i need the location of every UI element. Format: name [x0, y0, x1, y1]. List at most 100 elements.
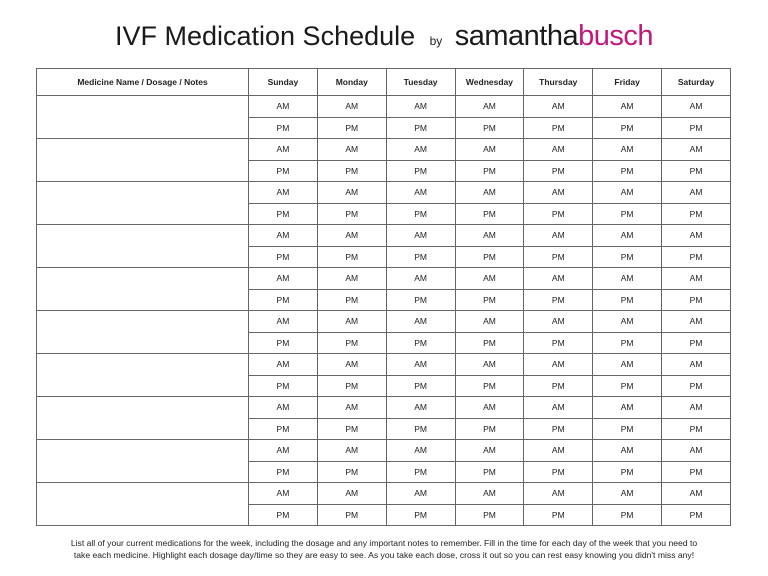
time-cell: AM	[385, 396, 456, 419]
footer: List all of your current medications for…	[0, 537, 768, 561]
time-cell: AM	[661, 224, 731, 247]
column-header: Saturday	[661, 68, 731, 96]
time-cell: AM	[316, 310, 387, 333]
time-cell: PM	[592, 288, 663, 311]
time-cell: PM	[248, 159, 318, 182]
time-cell: AM	[523, 353, 594, 376]
time-cell: PM	[316, 116, 387, 139]
table-row: AM AM AM AM AM AM AM	[36, 267, 731, 311]
time-cell: PM	[454, 159, 525, 182]
time-cell: PM	[385, 374, 456, 397]
time-cell: AM	[248, 95, 318, 118]
time-cell: AM	[523, 224, 594, 247]
footer-line: List all of your current medications for…	[70, 538, 698, 548]
time-cell: PM	[248, 460, 318, 483]
time-cell: AM	[592, 353, 663, 376]
time-cell: PM	[661, 159, 731, 182]
time-cell: AM	[248, 267, 318, 290]
time-cell: PM	[248, 202, 318, 225]
by: by	[429, 34, 443, 48]
time-cell: AM	[661, 396, 731, 419]
medicine-cell	[36, 224, 249, 268]
time-cell: PM	[592, 331, 663, 354]
time-cell: PM	[248, 503, 318, 526]
time-cell: PM	[454, 460, 525, 483]
time-cell: AM	[592, 224, 663, 247]
column-header: Thursday	[523, 68, 594, 96]
time-cell: AM	[248, 353, 318, 376]
time-cell: PM	[316, 202, 387, 225]
time-cell: AM	[592, 310, 663, 333]
time-cell: AM	[385, 310, 456, 333]
title: IVF Medication Schedule	[114, 21, 416, 51]
time-cell: PM	[248, 331, 318, 354]
time-cell: PM	[523, 331, 594, 354]
time-cell: AM	[523, 482, 594, 505]
medicine-cell	[36, 482, 249, 526]
time-cell: PM	[248, 374, 318, 397]
time-cell: PM	[592, 503, 663, 526]
time-cell: PM	[661, 288, 731, 311]
table-row: PM PM PM PM PM PM PM	[37, 288, 731, 311]
table-row: AM AM AM AM AM AM AM	[36, 95, 731, 139]
time-cell: PM	[661, 374, 731, 397]
time-cell: PM	[523, 374, 594, 397]
table-row: AM AM AM AM AM AM AM	[36, 310, 731, 354]
time-cell: AM	[661, 138, 731, 161]
medicine-cell	[36, 138, 249, 182]
time-cell: PM	[454, 331, 525, 354]
time-cell: AM	[385, 353, 456, 376]
time-cell: PM	[385, 503, 456, 526]
time-cell: AM	[248, 310, 318, 333]
time-cell: PM	[385, 288, 456, 311]
time-cell: AM	[385, 181, 456, 204]
time-cell: AM	[248, 396, 318, 419]
time-cell: AM	[454, 439, 525, 462]
time-cell: PM	[385, 245, 456, 268]
column-header: Tuesday	[385, 68, 456, 96]
time-cell: AM	[454, 181, 525, 204]
time-cell: AM	[661, 353, 731, 376]
time-cell: PM	[523, 503, 594, 526]
time-cell: PM	[248, 245, 318, 268]
medicine-cell	[36, 181, 249, 225]
time-cell: AM	[523, 181, 594, 204]
time-cell: PM	[316, 159, 387, 182]
time-cell: AM	[592, 439, 663, 462]
time-cell: AM	[316, 482, 387, 505]
time-cell: PM	[592, 202, 663, 225]
time-cell: PM	[592, 374, 663, 397]
table-row: PM PM PM PM PM PM PM	[37, 245, 731, 268]
medicine-cell	[36, 310, 249, 354]
time-cell: AM	[454, 267, 525, 290]
time-cell: AM	[454, 482, 525, 505]
time-cell: AM	[385, 95, 456, 118]
time-cell: AM	[316, 267, 387, 290]
brand-second: busch	[578, 20, 653, 52]
time-cell: AM	[661, 482, 731, 505]
time-cell: PM	[316, 288, 387, 311]
time-cell: AM	[592, 181, 663, 204]
medicine-cell	[36, 95, 249, 139]
time-cell: AM	[592, 138, 663, 161]
time-cell: PM	[385, 331, 456, 354]
column-header: Medicine Name / Dosage / Notes	[36, 68, 249, 96]
time-cell: AM	[316, 353, 387, 376]
time-cell: AM	[523, 95, 594, 118]
time-cell: PM	[592, 245, 663, 268]
time-cell: PM	[592, 460, 663, 483]
time-cell: AM	[316, 396, 387, 419]
column-header: Sunday	[248, 68, 318, 96]
time-cell: AM	[454, 310, 525, 333]
time-cell: PM	[592, 116, 663, 139]
table-row: PM PM PM PM PM PM PM	[37, 503, 731, 526]
time-cell: AM	[592, 267, 663, 290]
time-cell: AM	[316, 439, 387, 462]
time-cell: AM	[592, 482, 663, 505]
time-cell: PM	[454, 503, 525, 526]
time-cell: AM	[385, 439, 456, 462]
time-cell: PM	[316, 245, 387, 268]
table-row: AM AM AM AM AM AM AM	[36, 353, 731, 397]
time-cell: AM	[248, 181, 318, 204]
